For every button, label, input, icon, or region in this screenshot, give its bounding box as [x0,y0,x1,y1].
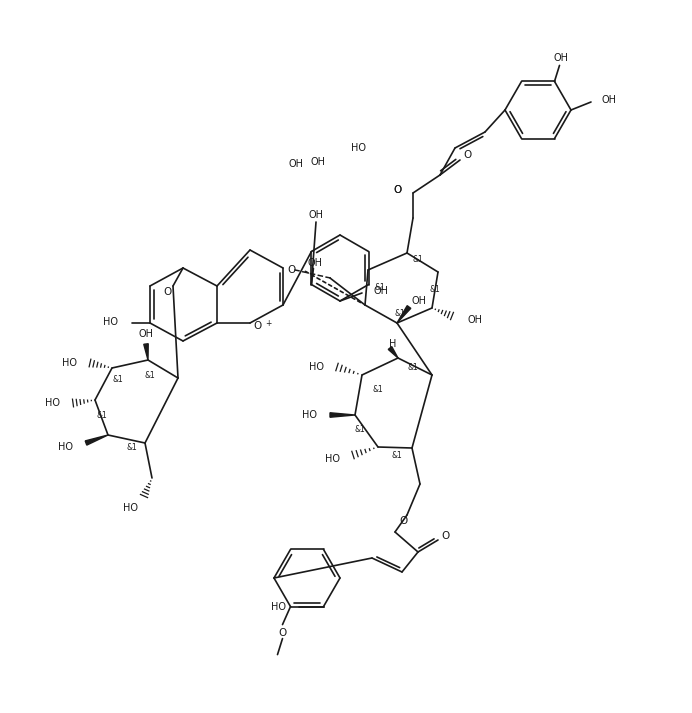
Text: OH: OH [554,53,569,63]
Text: &1: &1 [372,386,383,394]
Text: OH: OH [138,329,154,339]
Polygon shape [330,413,355,417]
Text: HO: HO [271,602,286,612]
Text: O: O [400,516,408,526]
Text: &1: &1 [394,309,406,317]
Text: HO: HO [309,362,324,372]
Text: O: O [394,185,402,195]
Text: &1: &1 [97,411,107,419]
Text: &1: &1 [408,362,419,371]
Text: OH: OH [601,95,616,105]
Text: &1: &1 [392,451,402,459]
Text: OH: OH [309,210,323,220]
Text: HO: HO [325,454,340,464]
Text: &1: &1 [127,443,138,451]
Polygon shape [85,435,108,445]
Text: &1: &1 [412,255,424,265]
Text: O: O [394,185,402,195]
Polygon shape [397,306,411,323]
Text: +: + [265,319,271,327]
Text: HO: HO [122,503,138,513]
Text: &1: &1 [113,376,123,384]
Text: HO: HO [45,398,60,408]
Text: &1: &1 [354,426,365,434]
Polygon shape [388,347,398,358]
Text: O: O [287,265,295,275]
Text: OH: OH [308,259,323,269]
Text: O: O [254,321,262,331]
Text: OH: OH [374,286,389,296]
Text: HO: HO [302,410,317,420]
Text: OH: OH [467,315,482,325]
Polygon shape [144,344,148,360]
Text: OH: OH [311,157,325,167]
Text: O: O [278,627,286,637]
Text: O: O [163,287,171,297]
Text: HO: HO [62,358,77,368]
Text: H: H [390,339,397,349]
Text: &1: &1 [145,371,156,379]
Text: OH: OH [412,296,426,306]
Text: &1: &1 [430,285,440,294]
Text: O: O [442,531,450,541]
Text: O: O [464,150,472,160]
Text: OH: OH [289,159,304,169]
Text: HO: HO [351,143,365,153]
Text: HO: HO [58,442,73,452]
Text: HO: HO [103,317,118,327]
Text: &1: &1 [374,284,385,292]
